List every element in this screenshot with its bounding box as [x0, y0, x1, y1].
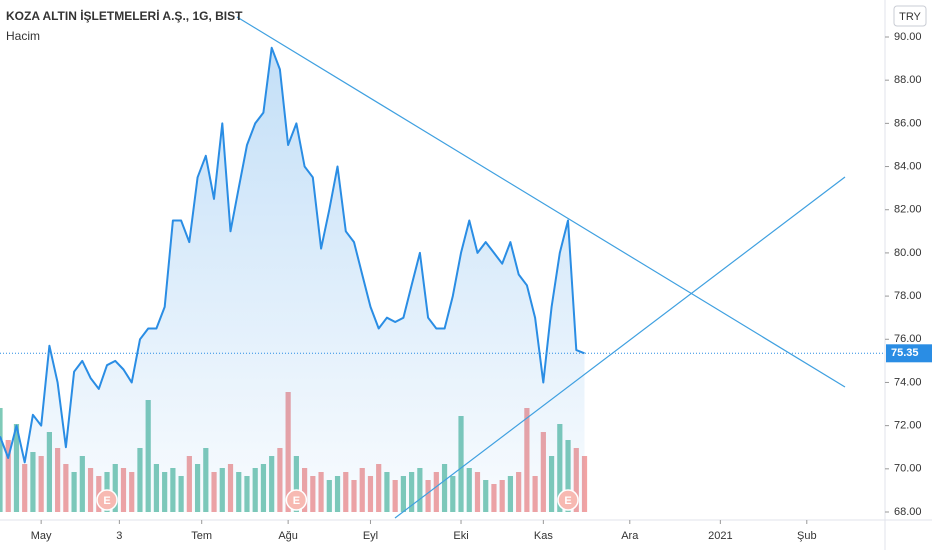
- earnings-marker: [285, 489, 308, 511]
- x-tick-label: 3: [116, 530, 122, 542]
- chart-title: KOZA ALTIN İŞLETMELERİ A.Ş., 1G, BIST: [6, 8, 243, 23]
- price-area: [0, 47, 585, 513]
- y-tick-label: 72.00: [894, 420, 922, 432]
- y-tick-label: 80.00: [894, 247, 922, 259]
- y-tick-label: 78.00: [894, 290, 922, 302]
- x-tick-label: Eyl: [363, 530, 378, 542]
- y-tick-label: 86.00: [894, 117, 922, 129]
- trend-line: [236, 16, 846, 388]
- y-tick-label: 90.00: [894, 31, 922, 43]
- trend-line: [394, 176, 846, 519]
- earnings-marker: [557, 489, 579, 511]
- x-tick-label: Eki: [453, 530, 468, 542]
- y-tick-label: 84.00: [894, 160, 922, 172]
- currency-button[interactable]: [893, 5, 927, 27]
- currency-label[interactable]: TRY: [899, 11, 921, 23]
- y-tick-label: 68.00: [894, 506, 922, 518]
- volume-label: Hacim: [6, 29, 40, 43]
- x-tick-label: Ağu: [278, 530, 298, 542]
- x-tick-label: Şub: [797, 530, 817, 542]
- earnings-label: E: [103, 495, 110, 507]
- x-tick-label: Ara: [621, 530, 639, 542]
- y-tick-label: 82.00: [894, 204, 922, 216]
- y-tick-label: 76.00: [894, 333, 922, 345]
- price-line: [0, 46, 585, 464]
- last-price-box: [886, 344, 932, 363]
- x-tick-label: 2021: [708, 530, 732, 542]
- y-tick-label: 88.00: [894, 74, 922, 86]
- x-tick-label: Kas: [534, 530, 553, 542]
- earnings-label: E: [564, 495, 571, 507]
- y-tick-label: 70.00: [894, 463, 922, 475]
- volume-bar: [581, 456, 588, 512]
- last-price-label: 75.35: [891, 347, 919, 359]
- x-tick-label: May: [31, 530, 52, 542]
- earnings-label: E: [293, 495, 300, 507]
- y-tick-label: 74.00: [894, 376, 922, 388]
- earnings-marker: [96, 489, 118, 511]
- x-tick-label: Tem: [191, 530, 212, 542]
